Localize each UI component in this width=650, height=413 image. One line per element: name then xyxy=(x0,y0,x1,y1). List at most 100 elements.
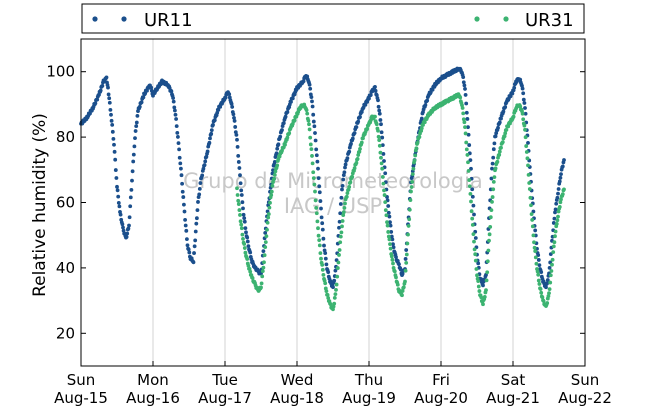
point-ur11 xyxy=(182,209,187,214)
point-ur31 xyxy=(525,156,530,161)
point-ur11 xyxy=(311,112,316,117)
point-ur11 xyxy=(106,92,111,97)
point-ur11 xyxy=(232,119,237,123)
point-ur11 xyxy=(368,93,373,97)
point-ur31 xyxy=(401,285,406,290)
point-ur31 xyxy=(345,191,350,195)
point-ur31 xyxy=(385,220,389,225)
point-ur11 xyxy=(376,104,381,109)
point-ur11 xyxy=(115,188,120,193)
point-ur31 xyxy=(334,288,338,292)
point-ur11 xyxy=(464,101,469,106)
point-ur31 xyxy=(374,122,379,127)
point-ur31 xyxy=(476,279,481,284)
point-ur31 xyxy=(263,240,268,245)
point-ur31 xyxy=(479,295,484,300)
point-ur11 xyxy=(174,124,179,129)
x-tick-label: Aug-18 xyxy=(270,389,324,407)
point-ur31 xyxy=(490,195,495,199)
point-ur31 xyxy=(484,288,488,292)
point-ur11 xyxy=(558,175,563,180)
point-ur31 xyxy=(272,176,277,181)
point-ur31 xyxy=(265,220,270,225)
point-ur31 xyxy=(458,95,463,100)
point-ur31 xyxy=(377,143,382,148)
point-ur31 xyxy=(520,111,525,116)
point-ur11 xyxy=(100,84,105,88)
point-ur11 xyxy=(289,100,293,104)
point-ur31 xyxy=(338,234,343,239)
point-ur11 xyxy=(464,110,469,115)
point-ur11 xyxy=(240,200,245,205)
point-ur11 xyxy=(236,153,241,158)
x-tick-day: Thu xyxy=(354,371,383,389)
point-ur11 xyxy=(323,251,328,256)
point-ur11 xyxy=(196,200,200,204)
point-ur31 xyxy=(409,185,414,189)
y-tick-label: 60 xyxy=(56,194,75,212)
point-ur31 xyxy=(341,210,346,215)
point-ur11 xyxy=(391,242,395,247)
point-ur11 xyxy=(381,152,386,156)
point-ur31 xyxy=(239,226,244,231)
point-ur11 xyxy=(177,147,182,152)
point-ur31 xyxy=(404,252,409,257)
point-ur31 xyxy=(316,226,320,231)
point-ur11 xyxy=(180,189,185,194)
point-ur11 xyxy=(132,144,137,149)
point-ur31 xyxy=(315,219,320,224)
point-ur31 xyxy=(466,160,470,165)
point-ur11 xyxy=(552,216,557,221)
point-ur31 xyxy=(318,251,323,255)
point-ur11 xyxy=(198,181,203,185)
point-ur31 xyxy=(553,229,558,234)
point-ur31 xyxy=(521,117,526,122)
point-ur31 xyxy=(404,260,409,265)
point-ur11 xyxy=(380,143,385,148)
point-ur11 xyxy=(489,176,494,181)
point-ur11 xyxy=(131,152,136,157)
point-ur11 xyxy=(320,227,325,232)
point-ur31 xyxy=(361,136,365,141)
point-ur11 xyxy=(332,278,337,283)
point-ur11 xyxy=(95,97,100,102)
point-ur11 xyxy=(496,125,500,130)
point-ur31 xyxy=(388,246,393,251)
point-ur31 xyxy=(305,111,310,116)
point-ur31 xyxy=(476,284,481,289)
point-ur11 xyxy=(169,89,174,94)
point-ur11 xyxy=(245,239,250,244)
point-ur31 xyxy=(550,257,555,262)
point-ur31 xyxy=(272,173,277,177)
point-ur31 xyxy=(547,287,552,292)
point-ur11 xyxy=(232,116,236,120)
point-ur11 xyxy=(377,111,382,116)
point-ur11 xyxy=(283,114,288,119)
point-ur31 xyxy=(320,262,325,267)
point-ur11 xyxy=(194,221,199,226)
point-ur11 xyxy=(521,97,526,102)
point-ur11 xyxy=(134,124,139,129)
point-ur11 xyxy=(317,190,322,195)
point-ur11 xyxy=(209,128,214,133)
point-ur31 xyxy=(391,261,395,266)
point-ur11 xyxy=(192,244,197,249)
point-ur31 xyxy=(408,198,413,202)
point-ur11 xyxy=(490,166,494,171)
point-ur31 xyxy=(475,273,479,278)
point-ur11 xyxy=(419,116,424,121)
point-ur31 xyxy=(352,166,357,171)
point-ur31 xyxy=(464,147,469,152)
point-ur11 xyxy=(554,201,559,206)
point-ur11 xyxy=(171,99,176,104)
point-ur11 xyxy=(356,119,361,124)
point-ur11 xyxy=(397,262,401,267)
point-ur11 xyxy=(367,96,371,101)
point-ur31 xyxy=(527,187,532,191)
point-ur11 xyxy=(111,136,116,141)
y-tick-label: 40 xyxy=(56,259,75,277)
point-ur11 xyxy=(463,87,467,91)
point-ur31 xyxy=(313,189,317,194)
point-ur11 xyxy=(378,118,383,122)
